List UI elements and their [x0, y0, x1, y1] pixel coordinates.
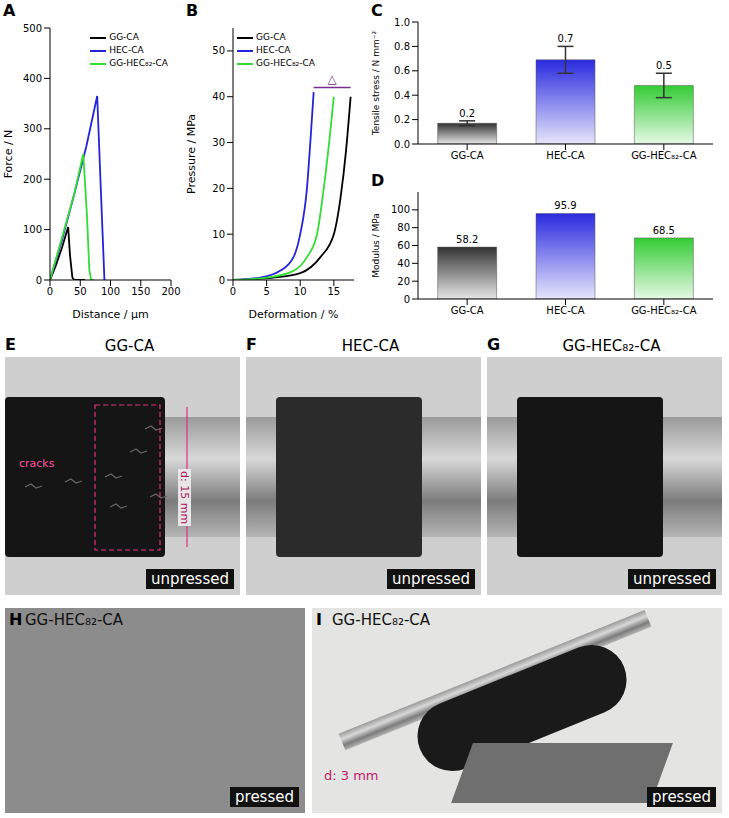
svg-text:300: 300 — [23, 123, 42, 134]
svg-text:40: 40 — [397, 258, 410, 269]
svg-text:60: 60 — [397, 240, 410, 251]
svg-text:0.8: 0.8 — [394, 41, 410, 52]
svg-text:50: 50 — [74, 286, 87, 297]
svg-text:0.2: 0.2 — [394, 114, 410, 125]
svg-text:5: 5 — [263, 286, 269, 297]
html-text:B: B — [186, 1, 199, 20]
svg-text:100: 100 — [101, 286, 120, 297]
svg-text:0.2: 0.2 — [459, 108, 475, 119]
html-text:D: D — [371, 171, 385, 190]
svg-text:100: 100 — [23, 224, 42, 235]
svg-text:0.4: 0.4 — [394, 90, 410, 101]
html-text:cracks: cracks — [19, 457, 55, 470]
svg-text:GG-HEC₈₂-CA: GG-HEC₈₂-CA — [631, 305, 697, 316]
svg-text:10: 10 — [294, 286, 307, 297]
svg-text:Distance / µm: Distance / µm — [72, 308, 149, 321]
svg-text:15: 15 — [327, 286, 340, 297]
svg-text:Force / N: Force / N — [2, 130, 15, 179]
html-text:C: C — [371, 1, 383, 20]
svg-text:0.7: 0.7 — [558, 33, 574, 44]
html-text:HEC-CA: HEC-CA — [256, 45, 291, 55]
svg-text:Tensile stress / N mm⁻²: Tensile stress / N mm⁻² — [371, 31, 381, 137]
svg-text:0.6: 0.6 — [394, 65, 410, 76]
html-text:I: I — [316, 610, 322, 629]
svg-text:GG-CA: GG-CA — [451, 150, 484, 161]
html-text:E: E — [5, 335, 16, 354]
svg-text:80: 80 — [397, 222, 410, 233]
html-text:F: F — [246, 335, 257, 354]
html-text:pressed: pressed — [235, 788, 294, 806]
svg-text:Deformation / %: Deformation / % — [249, 308, 339, 321]
svg-text:GG-HEC₈₂-CA: GG-HEC₈₂-CA — [631, 150, 697, 161]
html-text:GG-HEC₈₂-CA: GG-HEC₈₂-CA — [562, 337, 661, 355]
svg-text:95.9: 95.9 — [554, 200, 576, 211]
svg-text:10: 10 — [212, 229, 225, 240]
html-text:GG-HEC₈₂-CA: GG-HEC₈₂-CA — [332, 611, 431, 629]
svg-text:20: 20 — [212, 183, 225, 194]
html-text:GG-CA: GG-CA — [104, 337, 155, 355]
svg-text:0: 0 — [47, 286, 53, 297]
html-text:H GG-HEC₈₂-CA: H GG-HEC₈₂-CA — [9, 610, 124, 629]
html-text:d: 15 mm: d: 15 mm — [178, 471, 191, 525]
svg-text:40: 40 — [212, 91, 225, 102]
html-text:unpressed: unpressed — [633, 570, 711, 588]
html-text:A: A — [3, 1, 16, 20]
svg-text:0: 0 — [219, 275, 225, 286]
svg-text:0: 0 — [36, 275, 42, 286]
svg-text:68.5: 68.5 — [653, 225, 675, 236]
svg-text:58.2: 58.2 — [456, 234, 478, 245]
svg-text:0: 0 — [404, 294, 410, 305]
svg-text:GG-CA: GG-CA — [451, 305, 484, 316]
html-text:unpressed: unpressed — [151, 570, 229, 588]
html-text:GG-CA: GG-CA — [256, 32, 286, 42]
svg-text:HEC-CA: HEC-CA — [546, 150, 584, 161]
svg-text:500: 500 — [23, 23, 42, 34]
html-text:HEC-CA: HEC-CA — [109, 45, 144, 55]
svg-text:100: 100 — [391, 204, 410, 215]
svg-text:△: △ — [328, 72, 338, 86]
svg-text:200: 200 — [23, 174, 42, 185]
svg-text:0.5: 0.5 — [656, 60, 672, 71]
svg-text:1.0: 1.0 — [394, 17, 410, 28]
svg-text:200: 200 — [161, 286, 180, 297]
svg-text:30: 30 — [212, 137, 225, 148]
html-text:G: G — [487, 335, 501, 354]
svg-text:HEC-CA: HEC-CA — [546, 305, 584, 316]
html-text:unpressed: unpressed — [392, 570, 470, 588]
html-text:pressed: pressed — [652, 788, 711, 806]
svg-text:Pressure / MPa: Pressure / MPa — [185, 114, 198, 194]
svg-text:50: 50 — [212, 45, 225, 56]
svg-text:0: 0 — [230, 286, 236, 297]
html-text:d: 3 mm: d: 3 mm — [324, 768, 379, 783]
html-text:GG-CA: GG-CA — [109, 32, 139, 42]
html-text:GG-HEC₈₂-CA: GG-HEC₈₂-CA — [256, 58, 315, 68]
svg-text:400: 400 — [23, 73, 42, 84]
svg-text:150: 150 — [131, 286, 150, 297]
svg-text:0.0: 0.0 — [394, 139, 410, 150]
svg-text:20: 20 — [397, 276, 410, 287]
svg-text:Modulus / MPa: Modulus / MPa — [371, 213, 381, 278]
html-text:HEC-CA: HEC-CA — [341, 337, 400, 355]
html-text:GG-HEC₈₂-CA: GG-HEC₈₂-CA — [109, 58, 168, 68]
